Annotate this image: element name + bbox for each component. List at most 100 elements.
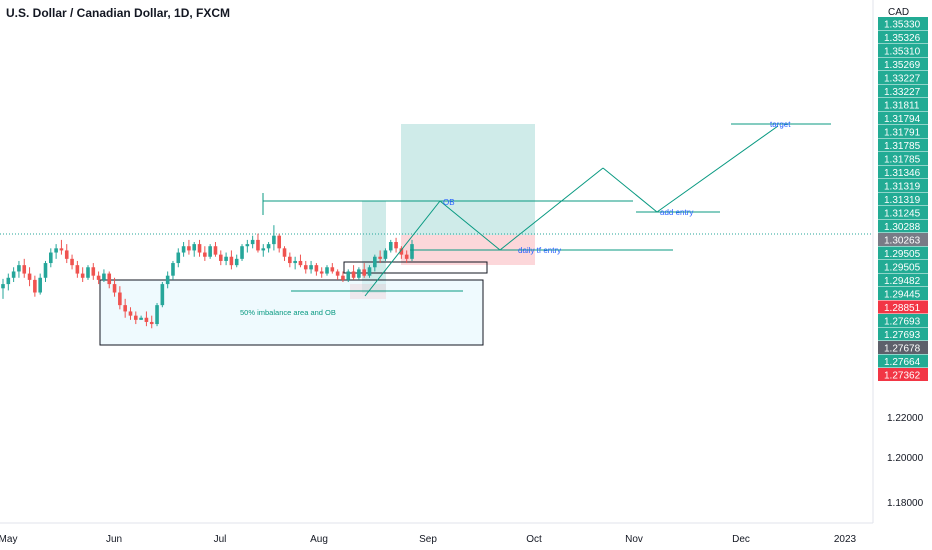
time-tick: Nov bbox=[625, 534, 643, 545]
candle-body bbox=[272, 235, 276, 245]
candle-body bbox=[346, 271, 351, 280]
candle-body bbox=[208, 246, 212, 257]
candle-body bbox=[256, 239, 260, 251]
price-badge-text: 1.33227 bbox=[884, 87, 921, 98]
candle-body bbox=[288, 256, 292, 264]
candle-body bbox=[314, 265, 319, 272]
price-badge bbox=[878, 192, 928, 206]
price-badge-text: 1.31346 bbox=[884, 168, 921, 179]
price-badge bbox=[878, 246, 928, 260]
time-tick: May bbox=[0, 534, 17, 545]
candle-body bbox=[139, 317, 143, 320]
price-badge-text: 1.30263 bbox=[884, 236, 921, 247]
candle-body bbox=[49, 252, 53, 264]
price-badge bbox=[878, 30, 928, 44]
candle-body bbox=[133, 315, 138, 320]
candle-body bbox=[383, 250, 388, 259]
price-badge-text: 1.29482 bbox=[884, 276, 921, 287]
candle-body bbox=[27, 273, 32, 280]
price-badge bbox=[878, 260, 928, 273]
candle-body bbox=[11, 271, 16, 278]
candle-body bbox=[373, 256, 377, 268]
candle-body bbox=[224, 256, 228, 261]
candle-body bbox=[112, 284, 117, 293]
price-badge bbox=[878, 152, 928, 165]
price-badge bbox=[878, 314, 928, 327]
price-badge bbox=[878, 165, 928, 179]
daily-tf-entry-label: daily tf entry bbox=[518, 246, 561, 255]
add-entry-label: add entry bbox=[660, 208, 693, 217]
price-badge-text: 1.31319 bbox=[884, 182, 921, 193]
small-target-zone bbox=[362, 201, 386, 293]
price-badge bbox=[878, 219, 928, 233]
candle-body bbox=[64, 250, 69, 259]
ob-label: OB bbox=[443, 198, 455, 207]
price-badge-text: 1.27693 bbox=[884, 330, 921, 341]
candle-body bbox=[176, 252, 181, 264]
candle-body bbox=[123, 305, 127, 312]
candle-body bbox=[266, 244, 271, 249]
imbalance-label: 50% imbalance area and OB bbox=[240, 308, 336, 317]
candle-body bbox=[277, 235, 282, 249]
price-tick: 1.20000 bbox=[887, 453, 924, 464]
price-badge-text: 1.29505 bbox=[884, 263, 921, 274]
price-badge bbox=[878, 138, 928, 152]
candle-body bbox=[261, 248, 266, 251]
price-badge bbox=[878, 233, 928, 246]
price-badge bbox=[878, 98, 928, 111]
candle-body bbox=[107, 273, 112, 285]
price-badge bbox=[878, 327, 928, 341]
price-badge-text: 1.29445 bbox=[884, 290, 921, 301]
candle-body bbox=[282, 248, 287, 257]
price-badge bbox=[878, 84, 928, 98]
price-badge-text: 1.30288 bbox=[884, 222, 921, 233]
price-badge bbox=[878, 273, 928, 287]
price-badge-text: 1.31811 bbox=[884, 101, 920, 112]
candle-body bbox=[149, 321, 154, 325]
time-tick: Dec bbox=[732, 534, 750, 545]
time-axis: May Jun Jul Aug Sep Oct Nov Dec 2023 bbox=[0, 534, 857, 545]
candle-body bbox=[410, 244, 414, 259]
candle-body bbox=[367, 267, 372, 276]
price-badge-text: 1.31785 bbox=[884, 155, 921, 166]
price-badge-text: 1.27693 bbox=[884, 317, 921, 328]
price-badge-text: 1.31785 bbox=[884, 141, 921, 152]
price-tick: 1.22000 bbox=[887, 413, 924, 424]
price-badge-text: 1.29505 bbox=[884, 249, 921, 260]
candle-body bbox=[38, 277, 42, 293]
candle-body bbox=[234, 258, 239, 266]
candle-body bbox=[250, 239, 255, 245]
candle-body bbox=[6, 277, 11, 285]
currency-label: CAD bbox=[888, 7, 909, 18]
price-badge-text: 1.31791 bbox=[884, 128, 921, 139]
price-badge bbox=[878, 368, 928, 381]
candle-body bbox=[86, 267, 90, 278]
candle-body bbox=[330, 267, 335, 272]
price-badge bbox=[878, 111, 928, 125]
candle-body bbox=[181, 246, 186, 253]
ob-box bbox=[343, 261, 488, 274]
price-badge-text: 1.35269 bbox=[884, 60, 921, 71]
price-badge bbox=[878, 300, 928, 314]
candle-body bbox=[240, 246, 244, 259]
candle-body bbox=[144, 317, 149, 322]
candle-body bbox=[341, 275, 345, 280]
trend-line bbox=[439, 200, 501, 251]
price-badge-text: 1.27362 bbox=[884, 371, 921, 382]
price-badge bbox=[878, 179, 928, 192]
price-badge-text: 1.31794 bbox=[884, 114, 921, 125]
price-badge-text: 1.35326 bbox=[884, 33, 921, 44]
price-badge bbox=[878, 71, 928, 84]
chart-title: U.S. Dollar / Canadian Dollar, 1D, FXCM bbox=[6, 6, 231, 20]
candle-body bbox=[96, 275, 101, 280]
price-badge bbox=[878, 57, 928, 71]
trend-line bbox=[499, 167, 604, 251]
candle-body bbox=[309, 265, 313, 270]
candle-body bbox=[128, 311, 133, 316]
time-tick: Jul bbox=[214, 534, 227, 545]
time-tick: Sep bbox=[419, 534, 437, 545]
price-badge bbox=[878, 125, 928, 138]
candle-body bbox=[218, 254, 223, 261]
drawings-layer: OB target add entry daily tf entry 50% imbal… bbox=[240, 120, 831, 317]
